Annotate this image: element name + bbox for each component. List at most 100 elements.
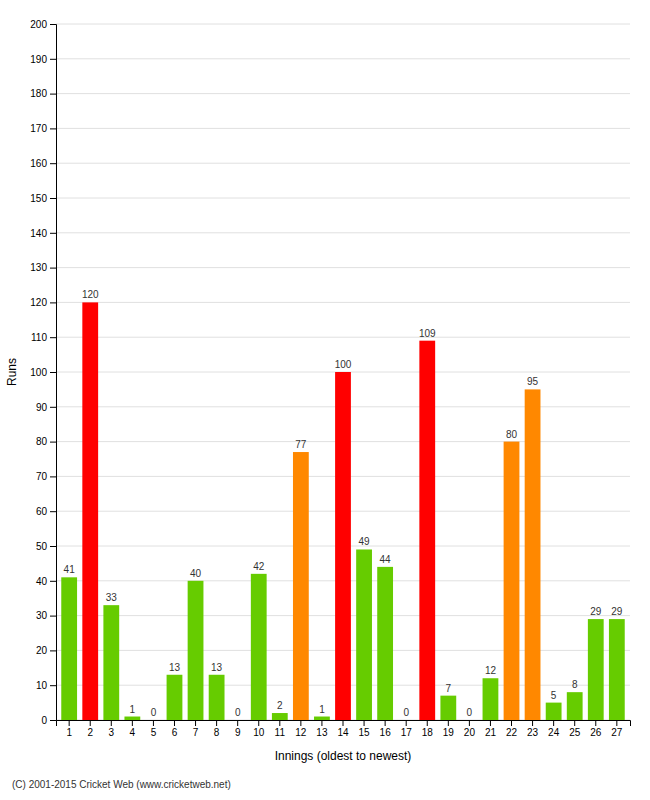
bar: [461, 720, 477, 721]
y-tick: 130: [30, 262, 56, 273]
y-tick-label: 90: [36, 402, 48, 413]
y-tick-mark: [50, 581, 56, 582]
y-tick-mark: [50, 511, 56, 512]
x-tick: 2: [87, 720, 93, 738]
y-tick-mark: [50, 94, 56, 95]
y-tick-mark: [50, 650, 56, 651]
data-label: 44: [380, 554, 392, 565]
y-tick-mark: [50, 442, 56, 443]
bar: [609, 619, 625, 720]
y-tick-label: 30: [36, 610, 48, 621]
data-label: 109: [419, 328, 436, 339]
x-tick: 24: [548, 720, 560, 738]
x-tick-mark: [195, 720, 196, 726]
x-tick: 19: [443, 720, 455, 738]
y-tick: 10: [36, 680, 56, 691]
x-tick-label: 15: [359, 727, 371, 738]
x-tick-mark: [595, 720, 596, 726]
data-label: 120: [82, 289, 99, 300]
grid-line: [56, 302, 630, 303]
x-tick-label: 19: [443, 727, 455, 738]
x-tick-mark: [69, 720, 70, 726]
x-tick-mark: [90, 720, 91, 726]
x-tick-mark: [553, 720, 554, 726]
x-axis: 1234567891011121314151617181920212223242…: [57, 720, 631, 738]
y-tick-label: 10: [36, 680, 48, 691]
y-tick: 100: [30, 367, 56, 378]
y-tick-label: 170: [30, 123, 47, 134]
x-tick-mark: [153, 720, 154, 726]
y-tick-label: 180: [30, 88, 47, 99]
bar: [293, 452, 309, 720]
y-tick-label: 110: [31, 332, 47, 343]
y-tick: 150: [30, 193, 56, 204]
y-tick-mark: [50, 546, 56, 547]
grid-line: [56, 93, 630, 94]
y-tick-label: 160: [30, 158, 47, 169]
x-tick-label: 22: [506, 727, 518, 738]
y-tick: 160: [30, 158, 56, 169]
x-tick-label: 6: [172, 727, 178, 738]
x-tick: 26: [590, 720, 602, 738]
x-tick: 27: [611, 720, 623, 738]
x-tick-label: 3: [109, 727, 115, 738]
x-tick: 11: [275, 720, 286, 738]
bar: [419, 341, 435, 720]
grid-line: [56, 198, 630, 199]
data-label: 29: [611, 606, 623, 617]
data-label: 33: [106, 592, 118, 603]
grid-line: [56, 267, 630, 268]
y-tick-label: 190: [30, 54, 47, 65]
data-label: 13: [211, 662, 223, 673]
x-tick-label: 17: [401, 727, 413, 738]
x-tick: 20: [464, 720, 476, 738]
bar: [272, 713, 288, 720]
x-tick-label: 1: [66, 727, 72, 738]
y-tick-mark: [50, 198, 56, 199]
x-axis-title: Innings (oldest to newest): [275, 749, 412, 763]
x-tick: 13: [316, 720, 328, 738]
y-tick-label: 80: [36, 436, 48, 447]
grid: [56, 24, 630, 720]
x-tick-mark: [279, 720, 280, 726]
x-tick-mark: [343, 720, 344, 726]
x-tick: 14: [337, 720, 349, 738]
y-tick-mark: [50, 163, 56, 164]
x-tick-mark: [111, 720, 112, 726]
grid-line: [56, 24, 630, 25]
y-tick-mark: [50, 720, 56, 721]
y-tick-label: 50: [36, 541, 48, 552]
data-label: 2: [277, 700, 283, 711]
y-tick-label: 0: [41, 715, 47, 726]
grid-line: [56, 232, 630, 233]
y-tick: 180: [30, 88, 56, 99]
data-label: 49: [359, 536, 371, 547]
x-tick: 12: [295, 720, 307, 738]
y-tick: 50: [36, 541, 56, 552]
bar: [146, 720, 162, 721]
y-tick: 30: [36, 610, 56, 621]
x-tick: 1: [66, 720, 72, 738]
plot: 4112033101340130422771100494401097012809…: [30, 19, 630, 738]
data-label: 1: [130, 704, 136, 715]
y-tick: 40: [36, 576, 56, 587]
data-label: 29: [590, 606, 602, 617]
y-tick: 110: [31, 332, 56, 343]
data-label: 40: [190, 568, 202, 579]
x-tick-label: 5: [151, 727, 157, 738]
data-label: 7: [446, 683, 452, 694]
bar: [103, 605, 119, 720]
x-tick-label: 26: [590, 727, 602, 738]
x-tick-mark: [616, 720, 617, 726]
y-tick-mark: [50, 302, 56, 303]
data-labels: 4112033101340130422771100494401097012809…: [64, 289, 623, 718]
bars: [61, 302, 624, 720]
y-tick-label: 70: [36, 471, 48, 482]
x-axis-line: [57, 721, 631, 727]
x-tick-mark: [237, 720, 238, 726]
x-tick-label: 21: [485, 727, 497, 738]
y-tick: 70: [36, 471, 56, 482]
footer: (C) 2001-2015 Cricket Web (www.cricketwe…: [12, 779, 231, 790]
x-tick-label: 18: [422, 727, 434, 738]
bar: [525, 389, 541, 720]
